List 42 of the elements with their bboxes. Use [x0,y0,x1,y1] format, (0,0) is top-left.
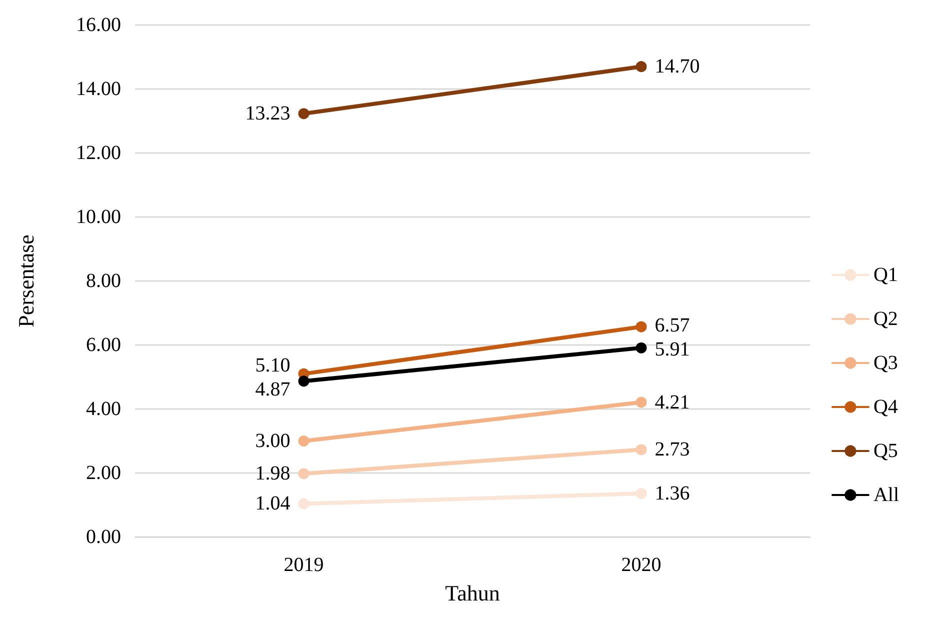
point [298,468,310,480]
y-tick-label: 12.00 [76,142,121,164]
data-label: 4.21 [654,391,690,414]
point [636,444,647,456]
data-label: 14.70 [654,56,700,78]
data-label: 2.73 [654,438,690,461]
legend-label: Q2 [873,308,898,330]
y-tick-label: 0.00 [86,526,121,548]
point [636,342,647,354]
point [636,61,647,72]
legend-label: Q1 [873,264,898,286]
y-tick-label: 16.00 [76,14,121,36]
data-label: 1.98 [255,462,290,485]
data-label: 13.23 [245,102,290,125]
data-label: 1.36 [654,482,690,504]
y-tick-label: 8.00 [86,270,121,292]
y-tick-label: 2.00 [86,462,121,484]
point [298,108,310,120]
data-label: 3.00 [255,430,290,452]
x-tick-label: 2019 [284,554,324,576]
point [298,436,310,446]
y-tick-label: 4.00 [86,398,121,420]
y-tick-label: 6.00 [86,334,121,356]
point [636,488,647,499]
y-axis-title: Persentase [14,234,38,328]
point [636,321,647,332]
legend-label: Q5 [873,440,898,462]
y-tick-label: 14.00 [76,78,121,100]
data-label: 5.91 [654,338,690,360]
data-label: 6.57 [654,314,690,336]
point [636,396,647,408]
y-tick-label: 10.00 [76,206,121,228]
legend-label: Q4 [873,396,898,418]
x-axis-title: Tahun [445,580,500,606]
legend-label: All [873,484,900,506]
x-tick-label: 2020 [621,554,662,576]
point [298,376,310,387]
point [298,498,310,510]
data-label: 1.04 [255,492,290,515]
legend-label: Q3 [873,352,898,374]
data-label: 4.87 [255,378,290,400]
data-label: 5.10 [255,354,290,376]
